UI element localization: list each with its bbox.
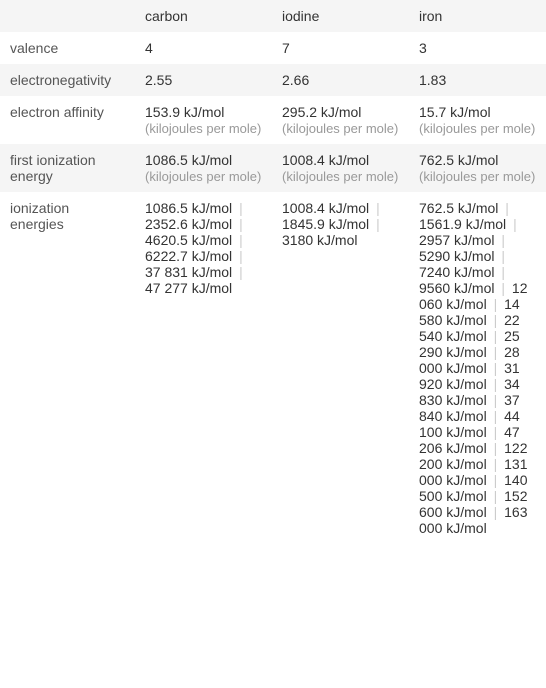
- cell-electronegativity-iron: 1.83: [409, 64, 546, 96]
- cell-electron-affinity-iodine: 295.2 kJ/mol (kilojoules per mole): [272, 96, 409, 144]
- value-text: 1086.5 kJ/mol: [145, 152, 232, 168]
- unit-text: (kilojoules per mole): [282, 121, 398, 136]
- table-header-row: carbon iodine iron: [0, 0, 546, 32]
- unit-text: (kilojoules per mole): [145, 121, 261, 136]
- header-empty: [0, 0, 135, 32]
- value-text: 153.9 kJ/mol: [145, 104, 224, 120]
- header-iron: iron: [409, 0, 546, 32]
- cell-first-ionization-carbon: 1086.5 kJ/mol (kilojoules per mole): [135, 144, 272, 192]
- row-label-electron-affinity: electron affinity: [0, 96, 135, 144]
- cell-ionization-energies-iron: 762.5 kJ/mol | 1561.9 kJ/mol | 2957 kJ/m…: [409, 192, 546, 544]
- table-row: electronegativity 2.55 2.66 1.83: [0, 64, 546, 96]
- row-label-first-ionization: first ionization energy: [0, 144, 135, 192]
- cell-valence-carbon: 4: [135, 32, 272, 64]
- cell-ionization-energies-carbon: 1086.5 kJ/mol | 2352.6 kJ/mol | 4620.5 k…: [135, 192, 272, 544]
- table-row: ionization energies 1086.5 kJ/mol | 2352…: [0, 192, 546, 544]
- cell-electron-affinity-iron: 15.7 kJ/mol (kilojoules per mole): [409, 96, 546, 144]
- header-iodine: iodine: [272, 0, 409, 32]
- cell-electronegativity-carbon: 2.55: [135, 64, 272, 96]
- cell-first-ionization-iron: 762.5 kJ/mol (kilojoules per mole): [409, 144, 546, 192]
- unit-text: (kilojoules per mole): [282, 169, 398, 184]
- cell-first-ionization-iodine: 1008.4 kJ/mol (kilojoules per mole): [272, 144, 409, 192]
- table-row: electron affinity 153.9 kJ/mol (kilojoul…: [0, 96, 546, 144]
- value-text: 762.5 kJ/mol: [419, 152, 498, 168]
- table-row: valence 4 7 3: [0, 32, 546, 64]
- row-label-ionization-energies: ionization energies: [0, 192, 135, 544]
- cell-electron-affinity-carbon: 153.9 kJ/mol (kilojoules per mole): [135, 96, 272, 144]
- unit-text: (kilojoules per mole): [419, 121, 535, 136]
- value-text: 1008.4 kJ/mol: [282, 152, 369, 168]
- row-label-valence: valence: [0, 32, 135, 64]
- cell-ionization-energies-iodine: 1008.4 kJ/mol | 1845.9 kJ/mol | 3180 kJ/…: [272, 192, 409, 544]
- cell-valence-iodine: 7: [272, 32, 409, 64]
- row-label-electronegativity: electronegativity: [0, 64, 135, 96]
- element-properties-table: carbon iodine iron valence 4 7 3 electro…: [0, 0, 546, 544]
- value-text: 295.2 kJ/mol: [282, 104, 361, 120]
- value-text: 15.7 kJ/mol: [419, 104, 491, 120]
- header-carbon: carbon: [135, 0, 272, 32]
- unit-text: (kilojoules per mole): [145, 169, 261, 184]
- table-row: first ionization energy 1086.5 kJ/mol (k…: [0, 144, 546, 192]
- cell-valence-iron: 3: [409, 32, 546, 64]
- unit-text: (kilojoules per mole): [419, 169, 535, 184]
- cell-electronegativity-iodine: 2.66: [272, 64, 409, 96]
